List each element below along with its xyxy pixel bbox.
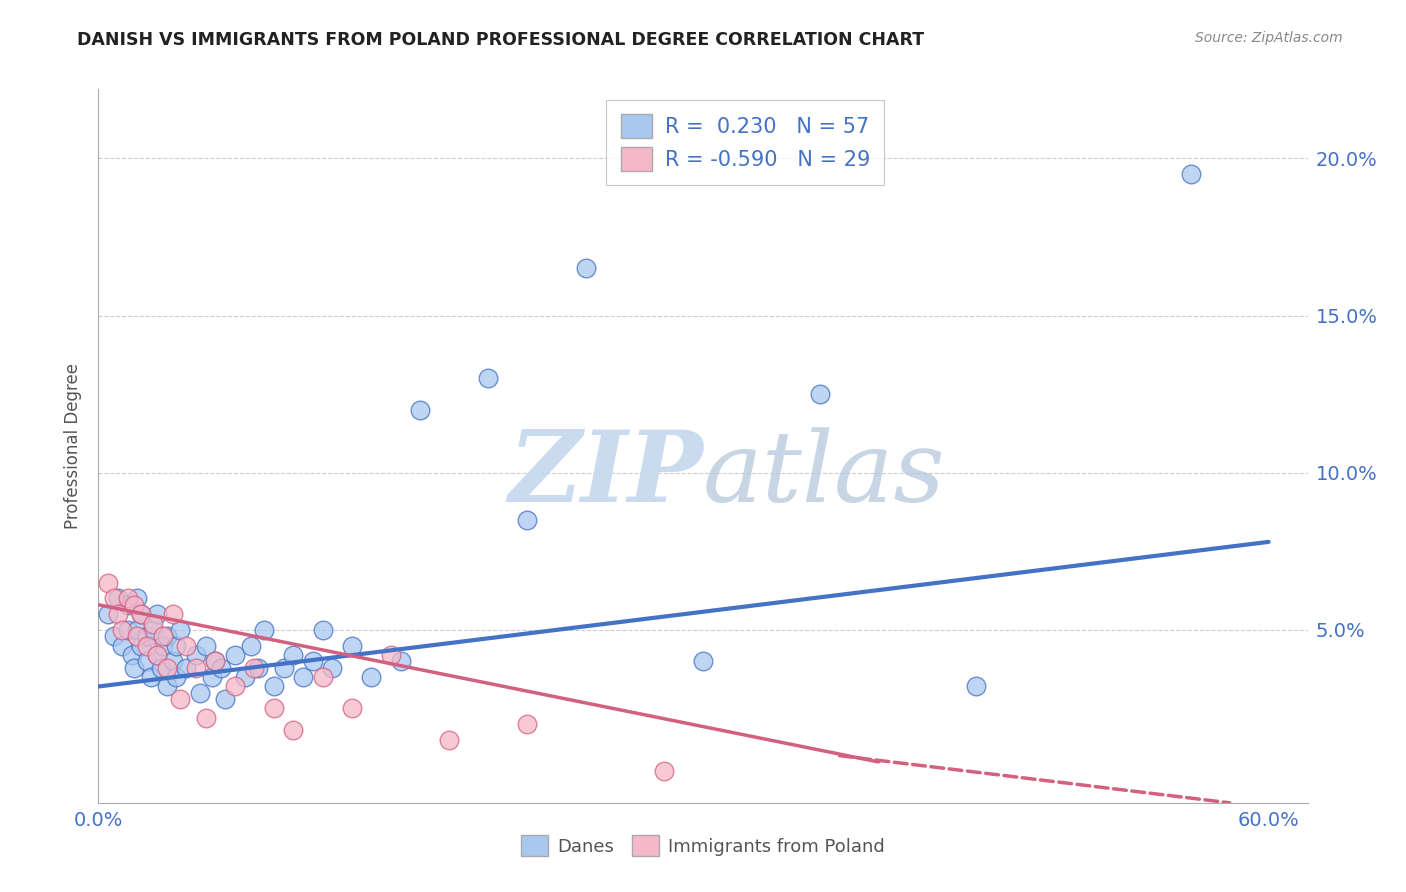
Point — [253, 623, 276, 637]
Y-axis label: Professional Degree: Professional Degree — [65, 363, 83, 529]
Point — [188, 686, 211, 700]
Point — [321, 660, 343, 674]
Point — [360, 670, 382, 684]
Point — [121, 648, 143, 662]
Point — [169, 692, 191, 706]
Point — [194, 639, 217, 653]
Point — [131, 607, 153, 622]
Point — [273, 660, 295, 674]
Point — [146, 607, 169, 622]
Point — [263, 680, 285, 694]
Point — [117, 598, 139, 612]
Point — [165, 639, 187, 653]
Point — [312, 670, 335, 684]
Point — [380, 648, 402, 662]
Point — [184, 660, 207, 674]
Point — [340, 639, 363, 653]
Point — [152, 629, 174, 643]
Point — [169, 623, 191, 637]
Point — [302, 654, 325, 668]
Point — [224, 648, 246, 662]
Point — [340, 701, 363, 715]
Point — [214, 692, 236, 706]
Point — [139, 670, 162, 684]
Point — [97, 575, 120, 590]
Point — [103, 629, 125, 643]
Point — [575, 261, 598, 276]
Point — [127, 623, 149, 637]
Point — [117, 623, 139, 637]
Point — [389, 654, 412, 668]
Point — [149, 660, 172, 674]
Point — [652, 764, 675, 779]
Point — [136, 639, 159, 653]
Point — [204, 654, 226, 668]
Point — [283, 723, 305, 738]
Point — [200, 670, 222, 684]
Point — [122, 660, 145, 674]
Point — [117, 591, 139, 606]
Point — [263, 701, 285, 715]
Point — [107, 591, 129, 606]
Point — [292, 670, 315, 684]
Point — [312, 623, 335, 637]
Point — [233, 670, 256, 684]
Text: DANISH VS IMMIGRANTS FROM POLAND PROFESSIONAL DEGREE CORRELATION CHART: DANISH VS IMMIGRANTS FROM POLAND PROFESS… — [77, 31, 925, 49]
Point — [162, 607, 184, 622]
Point — [142, 616, 165, 631]
Point — [156, 680, 179, 694]
Point — [111, 639, 134, 653]
Point — [152, 639, 174, 653]
Point — [1180, 167, 1202, 181]
Point — [111, 623, 134, 637]
Point — [174, 660, 197, 674]
Point — [243, 660, 266, 674]
Point — [516, 513, 538, 527]
Point — [127, 591, 149, 606]
Point — [409, 402, 432, 417]
Point — [239, 639, 262, 653]
Point — [165, 670, 187, 684]
Point — [131, 639, 153, 653]
Point — [127, 629, 149, 643]
Point — [174, 639, 197, 653]
Point — [808, 387, 831, 401]
Point — [162, 654, 184, 668]
Point — [103, 591, 125, 606]
Point — [136, 654, 159, 668]
Point — [209, 660, 232, 674]
Point — [184, 648, 207, 662]
Point — [224, 680, 246, 694]
Point — [156, 629, 179, 643]
Point — [247, 660, 270, 674]
Point — [146, 648, 169, 662]
Point — [97, 607, 120, 622]
Point — [516, 717, 538, 731]
Legend: Danes, Immigrants from Poland: Danes, Immigrants from Poland — [512, 826, 894, 865]
Point — [692, 654, 714, 668]
Point — [477, 371, 499, 385]
Point — [131, 607, 153, 622]
Point — [194, 711, 217, 725]
Point — [107, 607, 129, 622]
Text: Source: ZipAtlas.com: Source: ZipAtlas.com — [1195, 31, 1343, 45]
Point — [283, 648, 305, 662]
Point — [204, 654, 226, 668]
Text: atlas: atlas — [703, 427, 946, 522]
Text: ZIP: ZIP — [508, 426, 703, 523]
Point — [142, 623, 165, 637]
Point — [122, 598, 145, 612]
Point — [136, 629, 159, 643]
Point — [965, 680, 987, 694]
Point — [156, 660, 179, 674]
Point — [439, 733, 461, 747]
Point — [146, 648, 169, 662]
